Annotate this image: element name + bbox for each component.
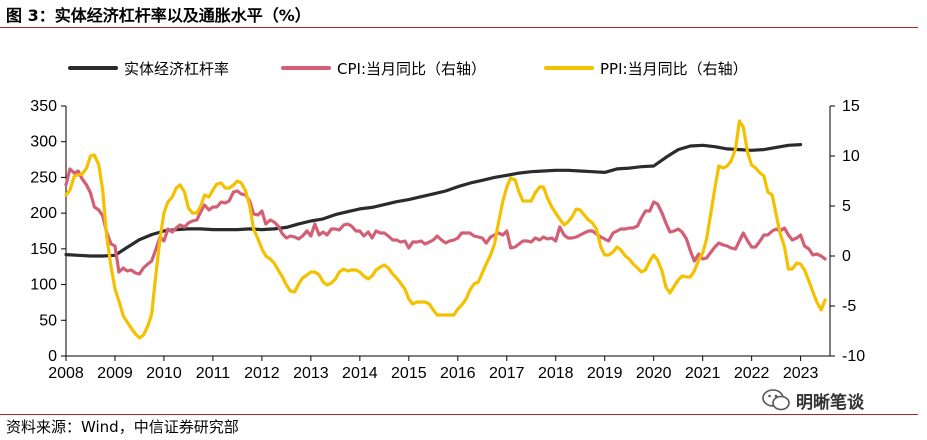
x-tick-label: 2012 [244,365,280,382]
x-tick-label: 2020 [636,365,672,382]
x-tick-label: 2015 [391,365,427,382]
x-tick-label: 2017 [489,365,525,382]
title-rule [0,27,918,28]
legend-label-2: CPI:当月同比（右轴） [337,60,486,78]
x-tick-label: 2013 [293,365,329,382]
right-tick-label: 15 [842,98,860,115]
chart-axes: 0 50 100 150 200 250 300 350 -10 -5 0 5 10 15 2008 2009… [30,98,865,382]
right-tick-label: 0 [842,248,851,265]
right-tick-label: -5 [842,298,856,315]
x-tick-label: 2019 [587,365,623,382]
x-tick-label: 2010 [146,365,182,382]
x-tick-label: 2021 [685,365,721,382]
source-rule [0,414,918,415]
left-tick-label: 50 [39,312,57,329]
source-note: 资料来源：Wind，中信证券研究部 [6,418,239,436]
x-tick-label: 2008 [48,365,84,382]
x-tick-label: 2018 [538,365,574,382]
left-tick-label: 200 [30,205,57,222]
left-tick-label: 300 [30,134,57,151]
chart-series [64,119,827,340]
series-line-2 [64,167,827,276]
right-tick-label: -10 [842,348,865,365]
left-tick-label: 100 [30,277,57,294]
series-line-1 [64,143,803,258]
figure-title: 图 3：实体经济杠杆率以及通胀水平（%） [6,6,311,25]
legend-label-3: PPI:当月同比（右轴） [600,60,748,78]
x-tick-label: 2011 [196,365,231,382]
watermark-text: 明晰笔谈 [796,393,864,413]
left-tick-label: 350 [30,98,57,115]
legend-label-1: 实体经济杠杆率 [124,60,229,78]
right-tick-label: 5 [842,198,851,215]
left-tick-label: 0 [48,348,57,365]
x-tick-label: 2009 [97,365,133,382]
left-tick-label: 150 [30,241,57,258]
x-tick-label: 2016 [440,365,476,382]
x-tick-label: 2022 [734,365,770,382]
chart-legend: 实体经济杠杆率 CPI:当月同比（右轴） PPI:当月同比（右轴） [68,60,748,78]
watermark: 明晰笔谈 [762,386,912,414]
left-tick-label: 250 [30,169,57,186]
series-line-3 [64,119,827,340]
wechat-icon [762,389,790,411]
right-tick-label: 10 [842,148,860,165]
x-tick-label: 2014 [342,365,378,382]
x-tick-label: 2023 [783,365,819,382]
